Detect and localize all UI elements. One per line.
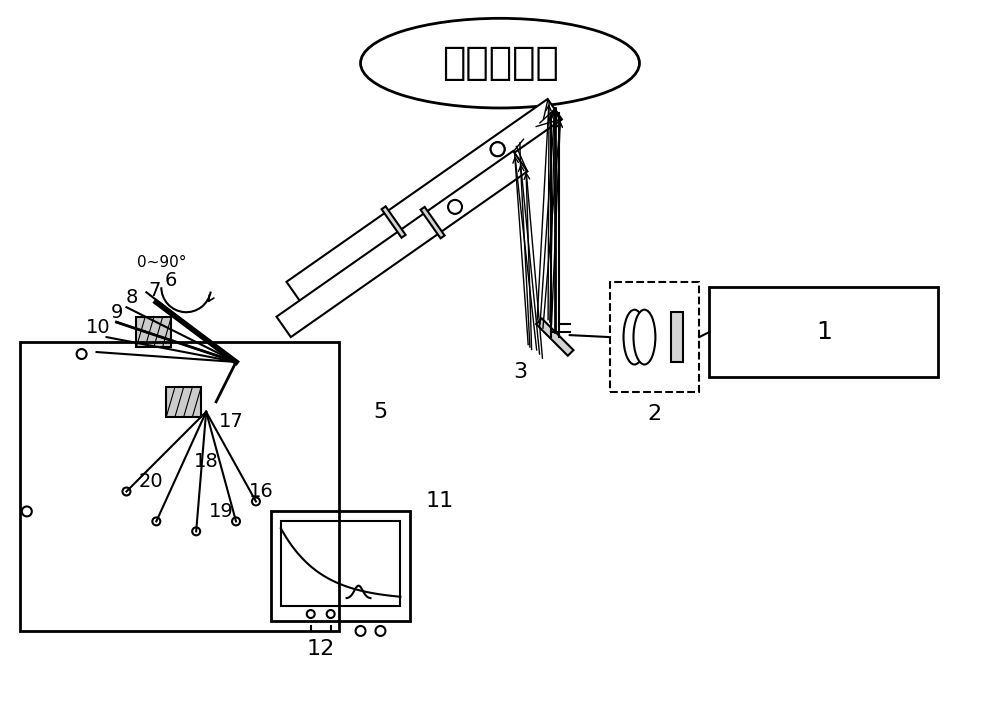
Text: 17: 17 (219, 412, 243, 431)
Ellipse shape (633, 310, 655, 365)
Polygon shape (421, 207, 445, 238)
Ellipse shape (361, 18, 639, 108)
Polygon shape (382, 206, 406, 238)
Circle shape (356, 626, 366, 636)
Text: 3: 3 (513, 362, 527, 382)
Text: 19: 19 (209, 502, 233, 521)
Text: 1: 1 (816, 320, 832, 344)
Circle shape (307, 610, 315, 618)
Bar (281, 521, 400, 606)
Circle shape (448, 200, 462, 214)
Text: 9: 9 (110, 303, 123, 322)
Bar (271, 511, 410, 621)
Circle shape (327, 610, 335, 618)
Text: 18: 18 (194, 452, 219, 471)
Circle shape (192, 527, 200, 535)
Polygon shape (286, 99, 562, 303)
Text: 11: 11 (425, 492, 454, 511)
Bar (709, 287, 938, 377)
Text: 0~90°: 0~90° (137, 255, 186, 270)
Bar (136, 317, 171, 347)
Text: 5: 5 (373, 402, 388, 422)
Text: 气溶胶和云: 气溶胶和云 (442, 44, 558, 82)
Circle shape (491, 142, 505, 156)
Circle shape (375, 626, 385, 636)
Circle shape (22, 506, 32, 516)
Bar (610, 282, 699, 392)
Circle shape (152, 518, 160, 526)
Ellipse shape (624, 310, 645, 365)
Circle shape (232, 518, 240, 526)
Circle shape (252, 497, 260, 505)
Text: 6: 6 (165, 271, 177, 290)
Text: 8: 8 (125, 288, 138, 307)
Bar (166, 387, 201, 417)
Text: 20: 20 (139, 472, 164, 491)
Bar (671, 312, 683, 362)
Text: 12: 12 (307, 639, 335, 659)
Bar (20, 342, 339, 631)
Circle shape (491, 142, 505, 156)
Text: 16: 16 (249, 482, 273, 501)
Circle shape (77, 349, 87, 359)
Text: 7: 7 (148, 281, 161, 300)
Polygon shape (536, 318, 573, 356)
Text: 10: 10 (86, 318, 111, 336)
Circle shape (122, 487, 130, 495)
Polygon shape (277, 151, 527, 337)
Text: 2: 2 (647, 404, 661, 424)
